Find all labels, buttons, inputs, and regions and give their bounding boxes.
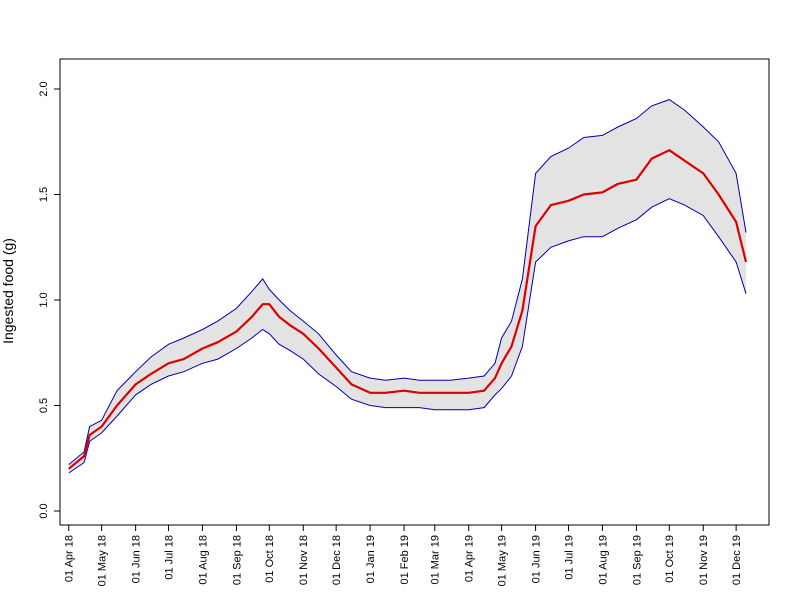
x-tick-label: 01 Jul 18: [163, 535, 175, 580]
x-tick-label: 01 Apr 18: [64, 535, 76, 582]
x-axis: 01 Apr 18 01 May 18 01 Jun 18 01 Jul 18 01 A…: [64, 525, 743, 586]
x-tick-label: 01 Sep 19: [631, 535, 643, 585]
y-tick-label: 1.5: [38, 187, 50, 202]
x-tick-label: 01 Jan 19: [365, 535, 377, 583]
x-tick-label: 01 Nov 18: [298, 535, 310, 585]
bound-lines-layer: [68, 99, 747, 474]
x-tick-label: 01 Dec 19: [731, 535, 743, 585]
x-tick-label: 01 Jun 18: [130, 535, 142, 583]
x-tick-label: 01 Apr 19: [464, 535, 476, 582]
y-tick-label: 1.0: [38, 292, 50, 307]
confidence-band: [68, 99, 747, 473]
upper-bound-line: [68, 99, 747, 465]
lower-bound-line: [68, 198, 747, 474]
x-tick-label: 01 Dec 18: [331, 535, 343, 585]
mean-line: [68, 149, 748, 470]
y-tick-label: 0.0: [38, 503, 50, 518]
x-tick-label: 01 Nov 19: [698, 535, 710, 585]
x-tick-label: 01 Aug 19: [597, 535, 609, 585]
x-tick-label: 01 May 18: [96, 535, 108, 586]
plot-frame: [59, 58, 770, 526]
x-tick-label: 01 Mar 19: [430, 535, 442, 585]
x-tick-label: 01 Jul 19: [563, 535, 575, 580]
mean-line-layer: [68, 149, 748, 470]
y-tick-label: 0.5: [38, 398, 50, 413]
x-tick-label: 01 Jun 19: [530, 535, 542, 583]
x-tick-label: 01 Feb 19: [399, 535, 411, 585]
x-tick-label: 01 Oct 18: [264, 535, 276, 583]
x-tick-label: 01 Aug 18: [197, 535, 209, 585]
confidence-band-layer: [68, 99, 747, 473]
x-tick-label: 01 May 19: [496, 535, 508, 586]
x-tick-label: 01 Oct 19: [664, 535, 676, 583]
x-tick-label: 01 Sep 18: [231, 535, 243, 585]
y-tick-label: 2.0: [38, 81, 50, 96]
y-axis-title: Ingested food (g): [0, 238, 16, 344]
y-axis: 0.0 0.5 1.0 1.5 2.0: [38, 81, 60, 519]
